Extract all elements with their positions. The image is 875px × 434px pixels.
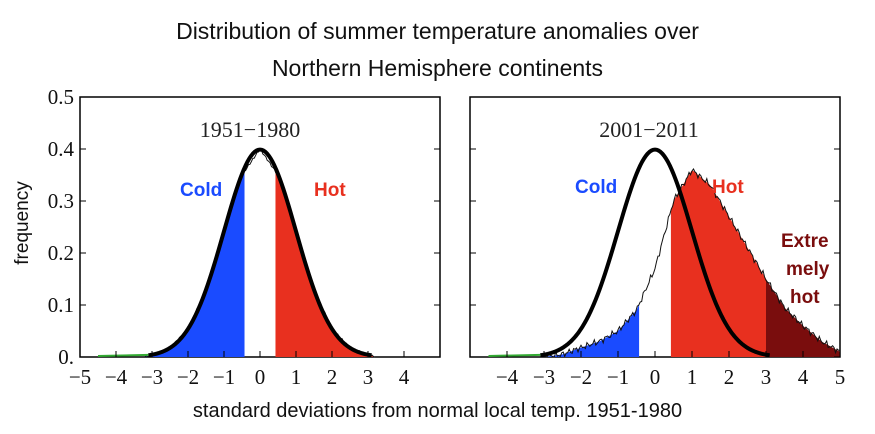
y-tick-label: 0.2 bbox=[48, 241, 74, 265]
x-tick-label: 3 bbox=[363, 365, 374, 389]
cold-region-fill bbox=[544, 304, 640, 357]
y-tick-label: 0.1 bbox=[48, 293, 74, 317]
hot-label: Hot bbox=[712, 177, 744, 198]
extreme-region-fill bbox=[766, 279, 840, 357]
x-tick-label: 2 bbox=[724, 365, 735, 389]
y-tick-label: 0.5 bbox=[48, 85, 74, 109]
x-tick-label: 1 bbox=[291, 365, 302, 389]
cold-label: Cold bbox=[575, 177, 617, 198]
x-tick-label: −1 bbox=[213, 365, 235, 389]
chart-title-line1: Distribution of summer temperature anoma… bbox=[176, 18, 699, 44]
data-curve-2 bbox=[543, 168, 841, 358]
panel-title: 2001−2011 bbox=[599, 117, 699, 142]
x-tick-label: −4 bbox=[105, 365, 128, 389]
x-tick-label: −3 bbox=[141, 365, 163, 389]
x-tick-label: −4 bbox=[496, 365, 519, 389]
green-tail-left-2 bbox=[488, 353, 541, 357]
y-tick-label: 0.3 bbox=[48, 189, 74, 213]
chart-title-line2: Northern Hemisphere continents bbox=[271, 55, 604, 81]
x-tick-label: 4 bbox=[399, 365, 410, 389]
x-tick-label: 5 bbox=[835, 365, 846, 389]
x-tick-label: 2 bbox=[327, 365, 338, 389]
x-tick-label: 4 bbox=[798, 365, 809, 389]
x-tick-label: 0 bbox=[255, 365, 266, 389]
hot-label: Hot bbox=[314, 180, 346, 201]
extremely-hot-label: hot bbox=[790, 287, 820, 308]
normal-reference-curve-2 bbox=[539, 147, 771, 358]
x-tick-label: 1 bbox=[687, 365, 698, 389]
x-tick-label: −1 bbox=[607, 365, 629, 389]
x-tick-label: −2 bbox=[177, 365, 199, 389]
x-tick-label: 3 bbox=[761, 365, 772, 389]
cold-label: Cold bbox=[180, 180, 222, 201]
y-tick-label: 0.4 bbox=[48, 137, 75, 161]
x-axis-label: standard deviations from normal local te… bbox=[192, 400, 683, 422]
x-tick-label: −2 bbox=[570, 365, 592, 389]
normal-reference-curve-1 bbox=[148, 147, 372, 358]
extremely-hot-label: mely bbox=[786, 259, 830, 280]
y-tick-label: 0. bbox=[58, 345, 74, 369]
panel-title: 1951−1980 bbox=[200, 117, 300, 142]
hot-region-fill bbox=[275, 171, 376, 357]
x-tick-label: 0 bbox=[650, 365, 661, 389]
green-tail-left-1 bbox=[97, 353, 149, 357]
x-tick-label: −5 bbox=[69, 365, 91, 389]
x-tick-label: −3 bbox=[533, 365, 555, 389]
cold-region-fill bbox=[144, 171, 245, 357]
extremely-hot-label: Extre bbox=[781, 231, 829, 252]
hot-region-fill bbox=[670, 170, 766, 357]
